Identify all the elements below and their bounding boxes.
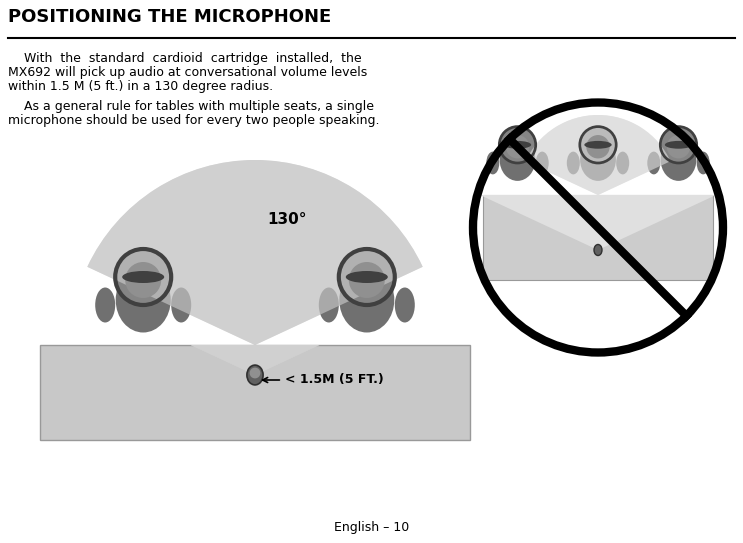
- Circle shape: [115, 249, 171, 305]
- Circle shape: [126, 262, 161, 298]
- Text: 130°: 130°: [267, 212, 307, 228]
- Text: As a general rule for tables with multiple seats, a single: As a general rule for tables with multip…: [8, 100, 374, 113]
- Ellipse shape: [536, 151, 548, 174]
- Ellipse shape: [247, 365, 263, 385]
- Ellipse shape: [395, 287, 415, 323]
- Ellipse shape: [584, 141, 611, 149]
- Circle shape: [586, 135, 610, 159]
- Polygon shape: [191, 345, 319, 375]
- Ellipse shape: [499, 138, 536, 181]
- Ellipse shape: [116, 268, 171, 332]
- Ellipse shape: [580, 138, 616, 181]
- Ellipse shape: [594, 244, 602, 256]
- Wedge shape: [88, 160, 423, 345]
- Bar: [40, 345, 470, 440]
- Ellipse shape: [340, 268, 395, 332]
- Text: < 1.5M (5 FT.): < 1.5M (5 FT.): [262, 374, 383, 387]
- Wedge shape: [525, 115, 670, 195]
- Circle shape: [348, 262, 385, 298]
- Ellipse shape: [697, 151, 710, 174]
- Circle shape: [506, 135, 529, 159]
- Ellipse shape: [95, 287, 115, 323]
- Ellipse shape: [487, 151, 499, 174]
- Ellipse shape: [616, 151, 629, 174]
- Polygon shape: [191, 345, 319, 375]
- Ellipse shape: [567, 151, 580, 174]
- Ellipse shape: [171, 287, 191, 323]
- Ellipse shape: [122, 271, 164, 283]
- Ellipse shape: [345, 271, 388, 283]
- Ellipse shape: [647, 151, 661, 174]
- Bar: [483, 195, 713, 280]
- Text: MX692 will pick up audio at conversational volume levels: MX692 will pick up audio at conversation…: [8, 66, 367, 79]
- Ellipse shape: [661, 138, 696, 181]
- Circle shape: [339, 249, 395, 305]
- Ellipse shape: [665, 141, 692, 149]
- Text: within 1.5 M (5 ft.) in a 130 degree radius.: within 1.5 M (5 ft.) in a 130 degree rad…: [8, 80, 273, 93]
- Polygon shape: [480, 195, 716, 250]
- Text: microphone should be used for every two people speaking.: microphone should be used for every two …: [8, 114, 380, 127]
- Text: POSITIONING THE MICROPHONE: POSITIONING THE MICROPHONE: [8, 8, 331, 26]
- Text: English – 10: English – 10: [334, 521, 409, 534]
- Circle shape: [250, 368, 260, 378]
- Ellipse shape: [319, 287, 339, 323]
- Circle shape: [499, 127, 536, 163]
- Circle shape: [661, 127, 697, 163]
- Ellipse shape: [504, 141, 531, 149]
- Wedge shape: [525, 115, 670, 195]
- Wedge shape: [88, 160, 423, 345]
- Circle shape: [580, 127, 616, 163]
- Text: With  the  standard  cardioid  cartridge  installed,  the: With the standard cardioid cartridge ins…: [8, 52, 362, 65]
- Circle shape: [666, 135, 690, 159]
